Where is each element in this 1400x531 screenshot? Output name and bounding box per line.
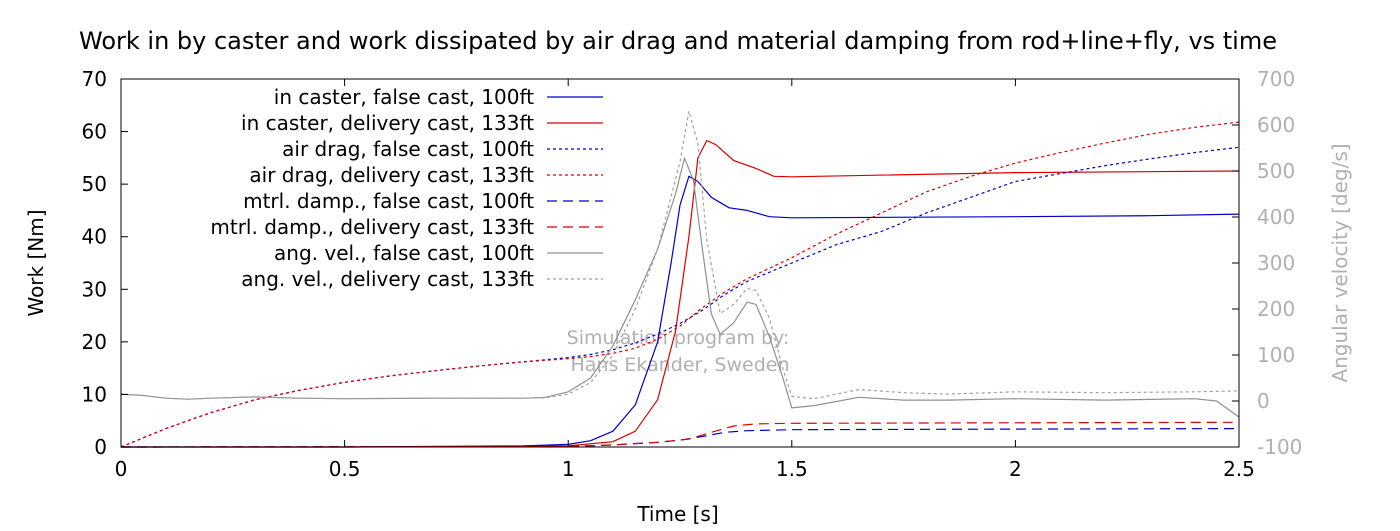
series-in-caster-false-cast-100ft (121, 175, 1240, 448)
y-tick-label: 10 (82, 382, 107, 406)
series-mtrl-damp-false-cast-100ft (120, 428, 1240, 448)
y2-tick-label: 400 (1257, 205, 1295, 229)
y-tick-label: 30 (82, 277, 107, 301)
x-tick-label: 1.5 (776, 457, 808, 481)
y2-tick-label: 0 (1257, 389, 1270, 413)
chart-title: Work in by caster and work dissipated by… (79, 27, 1277, 55)
legend-label: mtrl. damp., delivery cast, 133ft (210, 215, 534, 239)
y-tick-label: 0 (94, 435, 107, 459)
legend-label: air drag, delivery cast, 133ft (249, 163, 534, 187)
x-tick-label: 2.5 (1223, 457, 1255, 481)
series-mtrl-damp-delivery-cast-133ft (120, 421, 1240, 448)
x-axis: 0 0.5 1 1.5 2 2.5 (115, 79, 1255, 481)
y-tick-label: 50 (82, 172, 107, 196)
y2-axis: -100 0 100 200 300 400 500 600 700 (1232, 67, 1302, 459)
series-ang-vel-false-cast-100ft (120, 157, 1240, 418)
series-layer (120, 110, 1240, 448)
legend-label: in caster, delivery cast, 133ft (241, 111, 534, 135)
legend-label: air drag, false cast, 100ft (282, 137, 534, 161)
y-tick-label: 40 (82, 225, 107, 249)
y-tick-label: 20 (82, 330, 107, 354)
y2-tick-label: -100 (1257, 435, 1302, 459)
y2-tick-label: 100 (1257, 343, 1295, 367)
y2-axis-label: Angular velocity [deg/s] (1328, 143, 1352, 382)
watermark-line-2: Hans Ekander, Sweden (571, 354, 790, 376)
watermark-line-1: Simulation program by: (567, 327, 790, 349)
watermark: Simulation program by: Hans Ekander, Swe… (567, 327, 790, 376)
y-axis-label: Work [Nm] (24, 209, 48, 316)
series-ang-vel-delivery-cast-133ft (120, 110, 1240, 400)
legend-label: mtrl. damp., false cast, 100ft (243, 189, 534, 213)
y2-tick-label: 200 (1257, 297, 1295, 321)
x-tick-label: 1 (562, 457, 575, 481)
legend-label: ang. vel., false cast, 100ft (274, 241, 534, 265)
series-air-drag-false-cast-100ft (120, 146, 1240, 448)
y-tick-label: 60 (82, 120, 107, 144)
y-tick-label: 70 (82, 67, 107, 91)
y2-tick-label: 600 (1257, 113, 1295, 137)
x-tick-label: 0.5 (329, 457, 361, 481)
y2-tick-label: 500 (1257, 159, 1295, 183)
legend-label: in caster, false cast, 100ft (274, 85, 534, 109)
x-tick-label: 2 (1009, 457, 1022, 481)
y2-tick-label: 300 (1257, 251, 1295, 275)
x-axis-label: Time [s] (636, 502, 718, 526)
y2-tick-label: 700 (1257, 67, 1295, 91)
x-tick-label: 0 (115, 457, 128, 481)
y-axis: 0 10 20 30 40 50 60 70 (82, 67, 128, 459)
legend-label: ang. vel., delivery cast, 133ft (241, 267, 534, 291)
